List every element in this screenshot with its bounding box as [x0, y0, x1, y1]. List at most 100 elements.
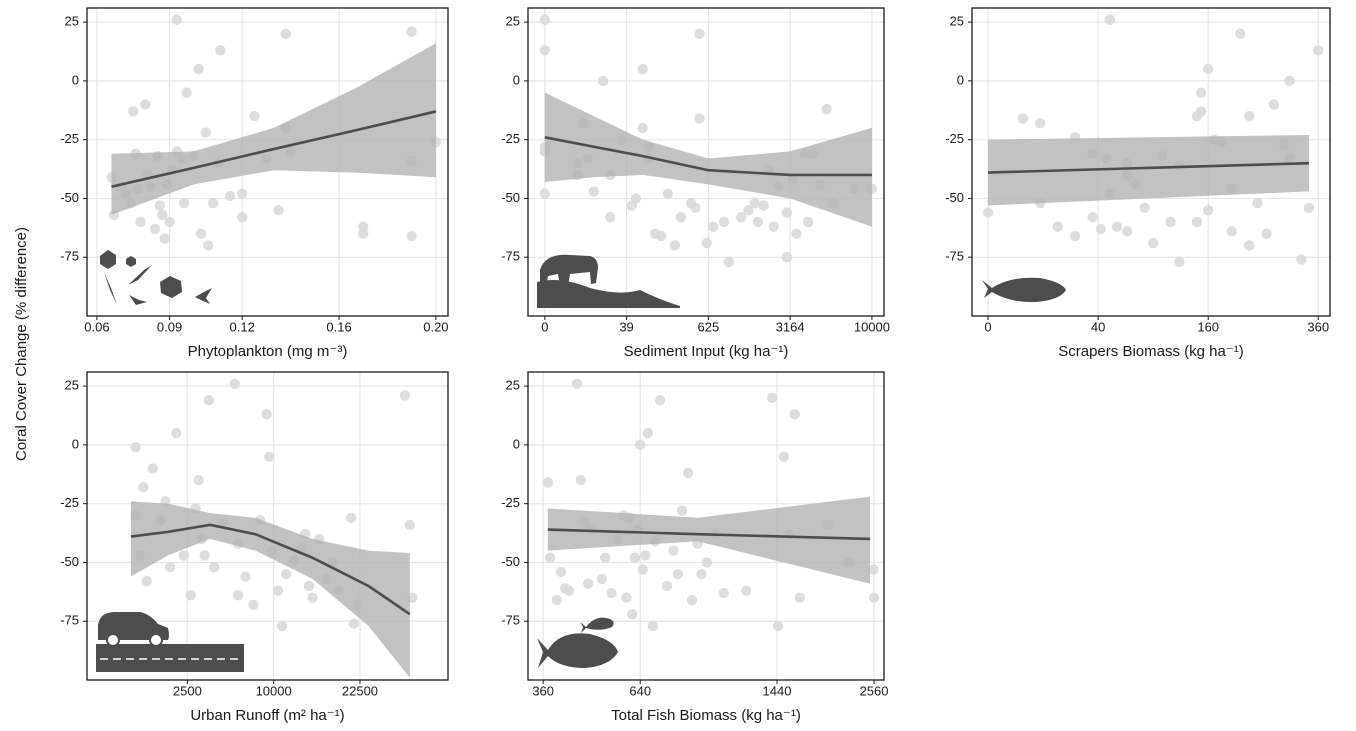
data-point [686, 594, 698, 606]
y-tick-label: -75 [60, 249, 79, 264]
data-point [1095, 223, 1107, 235]
data-point [203, 395, 215, 406]
y-tick-label: -50 [60, 190, 79, 205]
data-point [273, 204, 284, 216]
data-point [668, 545, 679, 556]
x-tick-label: 40 [1091, 319, 1105, 334]
icon-car [98, 612, 169, 640]
x-tick-label: 360 [1307, 319, 1329, 334]
y-tick-label: 0 [513, 72, 520, 87]
data-point [781, 207, 793, 218]
y-tick-label: -75 [945, 249, 964, 264]
data-point [1174, 256, 1185, 268]
x-tick-label: 0 [541, 319, 548, 334]
panel: 25 0 -25 -50 -75 0 39 625 3164 10000 Sediment Inpu… [501, 7, 890, 360]
data-point [600, 552, 611, 563]
fit-line [130, 523, 411, 616]
y-tick-label: -75 [501, 249, 520, 264]
data-point [1069, 230, 1081, 242]
data-point [661, 580, 673, 592]
data-point [303, 580, 315, 592]
data-point [140, 99, 151, 110]
data-point [185, 590, 196, 601]
data-point [626, 608, 638, 620]
data-point [1252, 197, 1263, 209]
data-point [635, 439, 646, 451]
icon-road [96, 644, 244, 672]
data-point [203, 240, 214, 251]
panel: 25 0 -25 -50 -75 0 40 160 360 Scrapers Biomass (k… [945, 7, 1331, 360]
data-point [240, 571, 251, 582]
plot-area [106, 14, 442, 251]
y-tick-label: 0 [72, 72, 79, 87]
data-point [637, 564, 649, 575]
data-point [159, 233, 170, 244]
data-point [195, 228, 207, 239]
data-point [672, 568, 684, 580]
x-tick-label: 160 [1197, 319, 1219, 334]
plot-area [539, 14, 878, 268]
data-point [236, 188, 248, 199]
icon-fish [982, 277, 1066, 303]
data-point [399, 390, 411, 401]
y-tick-label: 0 [72, 436, 79, 451]
data-point [596, 573, 608, 585]
data-point [696, 568, 707, 580]
data-point [1122, 226, 1133, 237]
data-point [1196, 106, 1207, 117]
panel-frame [86, 7, 449, 317]
data-point [404, 519, 416, 531]
data-point [171, 14, 183, 25]
data-point [224, 190, 236, 202]
data-point [676, 505, 688, 516]
data-point [597, 75, 609, 87]
data-point [662, 188, 674, 199]
y-tick-label: -50 [945, 190, 964, 205]
data-point [193, 63, 204, 75]
data-point [276, 620, 288, 632]
data-point [200, 127, 212, 138]
icon-phyto [126, 256, 136, 267]
data-point [1243, 110, 1255, 122]
data-point [621, 592, 632, 603]
data-point [1296, 254, 1307, 265]
data-point [789, 409, 800, 420]
x-tick-label: 640 [629, 683, 651, 698]
data-point [1203, 204, 1214, 216]
data-point [1052, 221, 1063, 232]
data-point [307, 592, 318, 603]
data-point [718, 216, 730, 228]
y-tick-label: -50 [60, 554, 79, 569]
plot-area [130, 378, 418, 678]
data-point [575, 474, 587, 486]
data-point [752, 216, 764, 228]
data-point [647, 620, 659, 632]
data-point [193, 474, 204, 486]
confidence-band [544, 92, 872, 227]
confidence-band [111, 43, 436, 215]
data-point [655, 230, 667, 242]
data-point [781, 252, 793, 263]
data-point [1104, 14, 1116, 25]
y-tick-label: -50 [501, 190, 520, 205]
y-tick-label: -75 [60, 613, 79, 628]
x-tick-label: 3164 [776, 319, 805, 334]
y-tick-label: -50 [501, 554, 520, 569]
panels: 25 0 -25 -50 -75 0.06 0.09 0.12 0.16 0.20 Phytopla… [60, 7, 1331, 724]
data-point [736, 212, 747, 223]
icon-phyto [104, 272, 117, 305]
x-tick-label: 22500 [342, 683, 378, 698]
data-point [637, 122, 648, 134]
data-point [229, 378, 240, 389]
x-axis-title: Scrapers Biomass (kg ha⁻¹) [1058, 343, 1243, 360]
data-point [675, 212, 687, 223]
y-tick-label: 25 [65, 378, 79, 393]
icon-phyto [160, 276, 182, 298]
data-point [669, 240, 681, 251]
data-point [1196, 87, 1207, 98]
x-tick-label: 0 [984, 319, 991, 334]
data-point [571, 378, 583, 389]
data-point [542, 477, 554, 488]
data-point [778, 451, 790, 462]
data-point [272, 585, 284, 596]
